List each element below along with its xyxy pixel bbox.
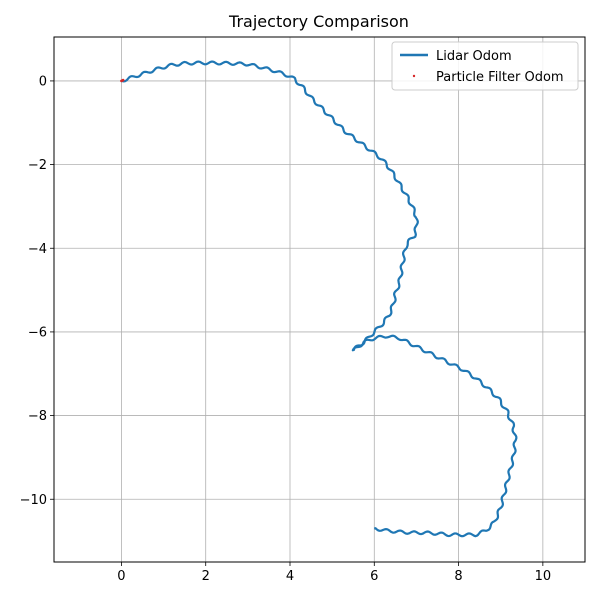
series-line-lidar-odom — [121, 60, 518, 538]
series-layer — [120, 60, 518, 538]
x-tick-label: 2 — [202, 569, 210, 584]
y-tick-label: −10 — [20, 493, 47, 508]
legend-marker-particle — [412, 74, 416, 78]
y-tick-label: −2 — [28, 158, 47, 173]
y-tick-label: −4 — [28, 242, 47, 257]
x-tick-label: 10 — [535, 569, 552, 584]
legend-box — [391, 41, 579, 91]
x-tick-label: 8 — [454, 569, 462, 584]
x-tick-label: 6 — [370, 569, 378, 584]
y-tick-label: 0 — [39, 74, 47, 89]
legend-label-particle: Particle Filter Odom — [436, 70, 564, 85]
legend: Lidar Odom Particle Filter Odom — [391, 41, 579, 91]
grid-lines — [54, 37, 585, 562]
legend-label-lidar: Lidar Odom — [436, 49, 512, 64]
x-tick-label: 0 — [117, 569, 125, 584]
y-tick-label: −6 — [28, 325, 47, 340]
series-point-particle-filter — [121, 78, 125, 82]
plot-frame — [53, 36, 586, 563]
y-tick-label: −8 — [28, 409, 47, 424]
x-tick-label: 4 — [286, 569, 294, 584]
axis-ticks: 0 2 4 6 8 10 0 −2 −4 −6 −8 −10 — [20, 74, 552, 584]
chart-title: Trajectory Comparison — [228, 12, 409, 31]
